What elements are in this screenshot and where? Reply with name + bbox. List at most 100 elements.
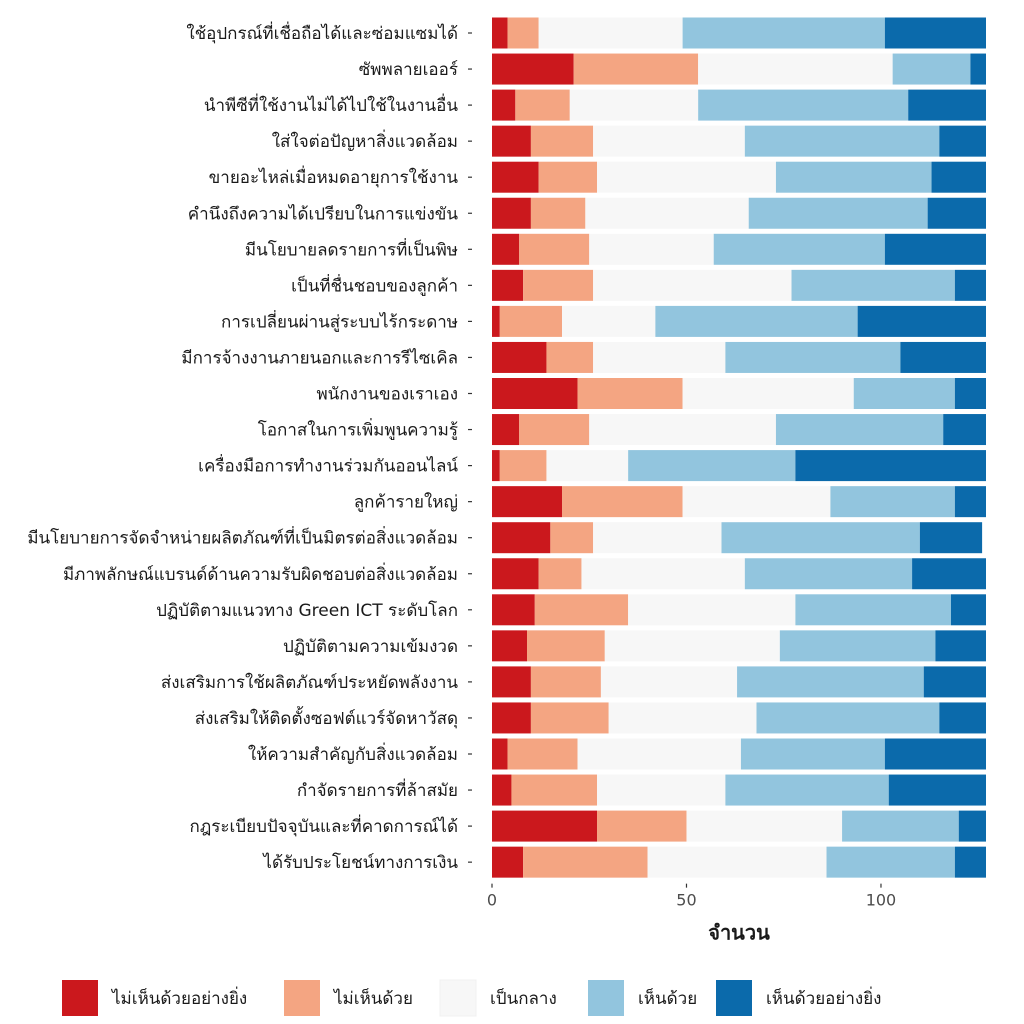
- category-label: ได้รับประโยชน์ทางการเงิน: [261, 852, 458, 873]
- category-label: ปฏิบัติตามแนวทาง Green ICT ระดับโลก: [156, 600, 458, 621]
- bar-segment: [492, 738, 508, 770]
- bar-segment: [589, 233, 714, 265]
- bar-segment: [492, 414, 520, 446]
- bar-segment: [492, 233, 520, 265]
- bar-segment: [593, 522, 722, 554]
- bar-segment: [492, 450, 500, 482]
- bar-segment: [908, 89, 986, 121]
- bar-segment: [515, 89, 570, 121]
- bar-segment: [888, 774, 986, 806]
- category-label: ส่งเสริมให้ติดตั้งซอฟต์แวร์จัดหาวัสดุ: [195, 706, 458, 729]
- bar-segment: [923, 666, 986, 698]
- bar-segment: [492, 125, 531, 157]
- bar-segment: [593, 125, 745, 157]
- bar-segment: [698, 53, 893, 85]
- bar-segment: [737, 666, 924, 698]
- bar-segment: [939, 702, 986, 734]
- category-label: มีนโยบายการจัดจำหน่ายผลิตภัณฑ์ที่เป็นมิต…: [27, 526, 458, 549]
- bar-segment: [935, 630, 986, 662]
- bar-segment: [492, 774, 512, 806]
- bar-segment: [628, 450, 796, 482]
- legend-swatch: [62, 980, 98, 1016]
- x-tick-label: 0: [487, 891, 497, 910]
- category-label: คำนึงถึงความได้เปรียบในการแข่งขัน: [188, 203, 459, 224]
- bar-segment: [597, 810, 687, 842]
- bar-segment: [954, 378, 986, 409]
- bar-segment: [857, 305, 986, 337]
- category-label: นำพีซีที่ใช้งานไม่ได้ไปใช้ในงานอื่น: [204, 93, 459, 116]
- category-labels: ใช้อุปกรณ์ที่เชื่อถือได้และซ่อมแซมได้ซัพ…: [27, 21, 472, 873]
- legend-swatch: [588, 980, 624, 1016]
- bar-segment: [740, 738, 885, 770]
- bar-segment: [530, 666, 601, 698]
- bar-segment: [492, 378, 578, 409]
- bar-segment: [970, 53, 986, 85]
- bar-segment: [519, 233, 590, 265]
- legend-label: เห็นด้วยอย่างยิ่ง: [766, 986, 881, 1009]
- bar-segment: [698, 89, 909, 121]
- legend-swatch: [716, 980, 752, 1016]
- category-label: มีนโยบายลดรายการที่เป็นพิษ: [245, 237, 458, 260]
- bar-segment: [954, 486, 986, 518]
- bar-segment: [523, 846, 648, 878]
- bar-segment: [954, 846, 986, 878]
- bar-segment: [608, 702, 757, 734]
- bar-segment: [492, 594, 535, 626]
- bar-segment: [492, 810, 598, 842]
- bar-segment: [492, 161, 539, 193]
- bar-segment: [511, 774, 598, 806]
- bar-segment: [744, 558, 913, 590]
- bar-segment: [492, 558, 539, 590]
- bar-segment: [562, 305, 656, 337]
- bar-segment: [748, 197, 928, 229]
- bar-segment: [534, 594, 629, 626]
- bar-segment: [507, 17, 539, 49]
- bar-segment: [791, 269, 955, 301]
- bar-segment: [593, 269, 792, 301]
- x-tick-label: 50: [676, 891, 696, 910]
- bar-segment: [577, 738, 741, 770]
- bar-segment: [562, 486, 683, 518]
- bar-segment: [775, 161, 932, 193]
- category-label: ปฏิบัติตามความเข้มงวด: [283, 637, 458, 657]
- bar-segment: [954, 269, 986, 301]
- bar-segment: [628, 594, 796, 626]
- category-label: มีการจ้างงานภายนอกและการรีไซเคิล: [181, 347, 458, 368]
- bar-segment: [892, 53, 971, 85]
- legend-swatch: [439, 979, 477, 1017]
- bar-segment: [853, 378, 955, 409]
- legend-label: ไม่เห็นด้วยอย่างยิ่ง: [110, 986, 247, 1009]
- category-label: เครื่องมือการทำงานร่วมกันออนไลน์: [198, 454, 458, 477]
- bar-segment: [492, 305, 500, 337]
- bar-segment: [492, 53, 574, 85]
- bar-segment: [492, 341, 547, 373]
- bar-segment: [585, 197, 749, 229]
- bar-segment: [499, 450, 547, 482]
- legend-swatch: [284, 980, 320, 1016]
- bar-segment: [744, 125, 940, 157]
- x-axis: 0 50 100: [487, 883, 897, 910]
- bar-segment: [492, 522, 551, 554]
- category-label: ใช้อุปกรณ์ที่เชื่อถือได้และซ่อมแซมได้: [186, 21, 458, 44]
- bar-segment: [900, 341, 986, 373]
- bar-segment: [492, 630, 528, 662]
- bar-segment: [597, 161, 776, 193]
- bar-segment: [550, 522, 594, 554]
- bar-segment: [492, 486, 563, 518]
- category-label: เป็นที่ชื่นชอบของลูกค้า: [291, 273, 458, 296]
- category-label: ส่งเสริมการใช้ผลิตภัณฑ์ประหยัดพลังงาน: [161, 672, 459, 693]
- x-tick-label: 100: [866, 891, 897, 910]
- category-label: โอกาสในการเพิ่มพูนความรู้: [258, 418, 458, 441]
- bar-segment: [581, 558, 745, 590]
- category-label: มีภาพลักษณ์แบรนด์ด้านความรับผิดชอบต่อสิ่…: [63, 562, 458, 585]
- bar-segment: [842, 810, 959, 842]
- bar-segment: [884, 738, 986, 770]
- bar-segment: [538, 161, 598, 193]
- category-label: ให้ความสำคัญกับสิ่งแวดล้อม: [248, 742, 458, 765]
- bar-segment: [492, 702, 531, 734]
- legend: ไม่เห็นด้วยอย่างยิ่ง ไม่เห็นด้วย เป็นกลาง เ…: [62, 979, 881, 1017]
- bar-segment: [958, 810, 986, 842]
- bar-segment: [492, 17, 508, 49]
- bar-segment: [499, 305, 563, 337]
